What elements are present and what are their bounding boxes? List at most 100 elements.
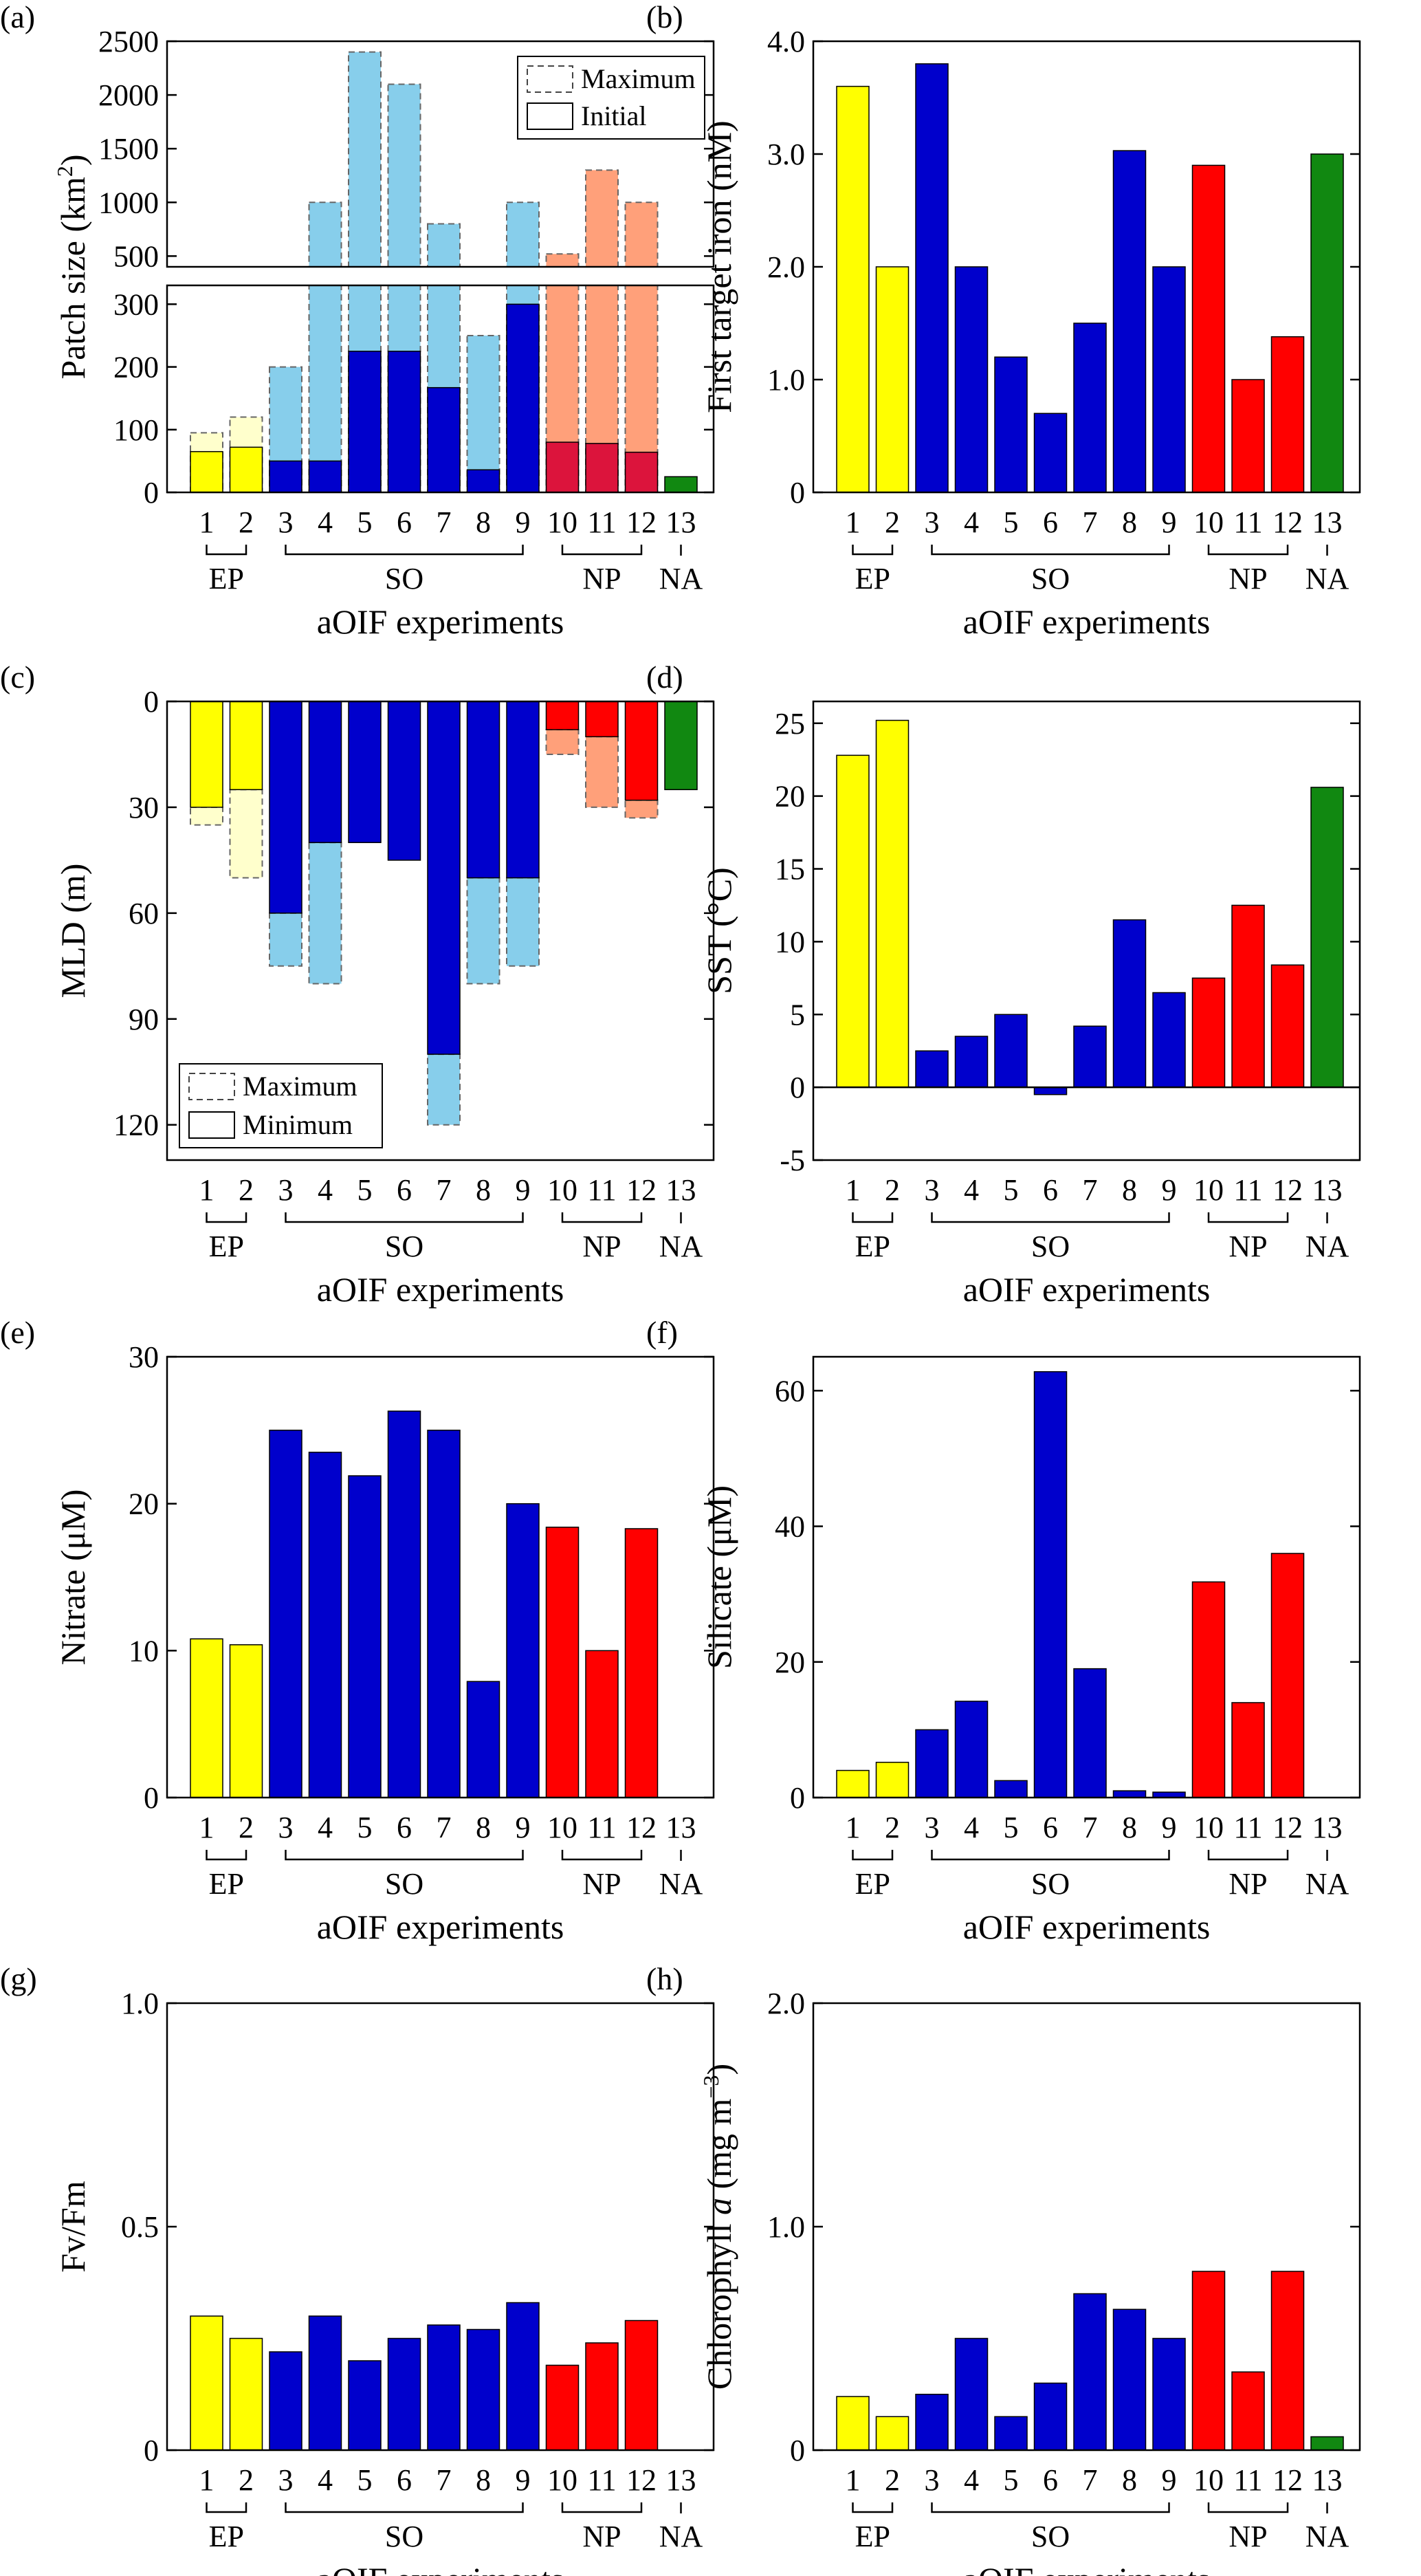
panel-h-xtick-label: 5 [1004,2463,1019,2497]
panel-g-bar [190,2315,223,2451]
panel-c-xtick-label: 11 [587,1173,616,1207]
panel-a-bar-maximum [387,83,421,268]
panel-h-bar [1152,2337,1186,2451]
panel-f-ylabel: Silicate (μM) [700,1485,738,1669]
panel-b-ytick-label: 1.0 [767,363,805,397]
panel-d-group-label: EP [855,1230,890,1263]
panel-c-bar-minimum [269,701,302,914]
panel-b-bar [1112,150,1147,493]
panel-g-group-bracket [285,2502,524,2513]
panel-f-xtick-label: 2 [885,1811,900,1844]
panel-a-legend-label: Maximum [581,63,696,94]
panel-a-lower-ytick-label: 200 [113,351,159,384]
panel-e-group-bracket [285,1850,524,1861]
panel-c-bar-minimum [387,701,421,861]
panel-d-bar [1152,992,1186,1088]
panel-g-bar [229,2337,263,2451]
panel-e-ytick-label: 20 [129,1487,159,1521]
panel-g-xtick-label: 11 [587,2463,616,2497]
panel-e-group-label: NP [582,1867,621,1901]
panel-d-xtick-label: 7 [1083,1173,1098,1207]
panel-a-ylabel: Patch size (km2) [52,154,92,379]
panel-a-bar-initial [387,351,421,493]
panel-a-bar-initial [308,460,342,493]
panel-c-legend-label: Maximum [243,1071,357,1102]
panel-c-bar-maximum [229,789,263,879]
panel-h-xtick-label: 12 [1273,2463,1303,2497]
panel-h-xtick-label: 1 [846,2463,861,2497]
panel-b-group-bracket [852,545,894,556]
panel-h-ytick-label: 2.0 [767,1987,805,2020]
panel-f-group-label: NP [1229,1867,1267,1901]
panel-a-xtick-label: 4 [318,505,333,539]
panel-h-xtick-label: 6 [1043,2463,1058,2497]
panel-e-bar [466,1681,500,1798]
panel-e-xlabel: aOIF experiments [317,1908,564,1946]
panel-c-bar-maximum [190,806,223,826]
panel-c-group-bracket [561,1212,643,1223]
panel-h-xtick-label: 13 [1312,2463,1343,2497]
panel-label-c: (c) [0,659,35,695]
panel-b-group-bracket [931,545,1170,556]
panel-g-ytick-label: 0 [144,2434,159,2467]
panel-d-bar [836,754,870,1088]
panel-h-group-bracket [1207,2502,1289,2513]
panel-c-ylabel: MLD (m) [54,864,92,998]
panel-a-lower-ytick-label: 300 [113,287,159,321]
panel-b-bar [1073,323,1107,493]
panel-c-xtick-label: 13 [666,1173,696,1207]
panel-g-xtick-label: 13 [666,2463,696,2497]
panel-c-group-label: NA [659,1230,703,1263]
panel-h-xtick-label: 3 [925,2463,940,2497]
panel-f-xtick-label: 4 [964,1811,979,1844]
panel-e-group-label: EP [209,1867,244,1901]
panel-c-bar-maximum [427,1054,461,1126]
panel-e-bar [348,1475,382,1798]
panel-a-upper-ytick-label: 2000 [98,78,159,112]
panel-a-bar-initial [585,443,619,493]
panel-h-bar [994,2416,1028,2451]
panel-h-xlabel: aOIF experiments [963,2560,1211,2576]
panel-c-bar-maximum [585,736,619,808]
panel-d-bar [1310,787,1344,1088]
panel-b-bar [1231,379,1265,493]
panel-d-xtick-label: 4 [964,1173,979,1207]
panel-e-bar [545,1527,580,1798]
panel-a-lower-ytick-label: 0 [144,476,159,510]
panel-g-ytick-label: 1.0 [121,1987,159,2020]
panel-f-group-label: NA [1306,1867,1350,1901]
panel-a-xtick-label: 8 [476,505,491,539]
panel-e-bar [427,1430,461,1798]
panel-e-bar [506,1503,540,1798]
panel-g-group-bracket [561,2502,643,2513]
panel-g-bar [348,2360,382,2451]
panel-e-bar [585,1650,619,1798]
panel-label-b: (b) [646,0,683,34]
panel-a-group-label: EP [209,562,244,596]
panel-label-f: (f) [646,1315,678,1350]
panel-a-xtick-label: 5 [357,505,373,539]
panel-d-frame [812,700,1361,1161]
panel-f-xtick-label: 5 [1004,1811,1019,1844]
panel-c-xtick-label: 9 [516,1173,531,1207]
panel-c-bar-minimum [348,701,382,843]
panel-a-xtick-label: 9 [516,505,531,539]
panel-a-frame-lower [166,284,715,494]
panel-h-xtick-label: 2 [885,2463,900,2497]
panel-c-ytick-label: 30 [129,791,159,825]
panel-c-ytick-label: 90 [129,1003,159,1036]
panel-f-xtick-label: 11 [1233,1811,1262,1844]
panel-a-xtick-label: 7 [437,505,452,539]
panel-c-bar-minimum [664,701,698,791]
panel-a-upper-ytick-label: 2500 [98,25,159,58]
panel-g-xtick-label: 5 [357,2463,373,2497]
panel-g-xtick-label: 10 [547,2463,577,2497]
panel-a-upper-ytick-label: 500 [113,239,159,273]
panel-f-xtick-label: 7 [1083,1811,1098,1844]
panel-e-xtick-label: 3 [278,1811,294,1844]
panel-a-bar-initial [506,303,540,493]
panel-d-xtick-label: 5 [1004,1173,1019,1207]
panel-h-bar [915,2394,949,2451]
panel-a-group-label: NP [582,562,621,596]
panel-b-group-label: NA [1306,562,1350,596]
